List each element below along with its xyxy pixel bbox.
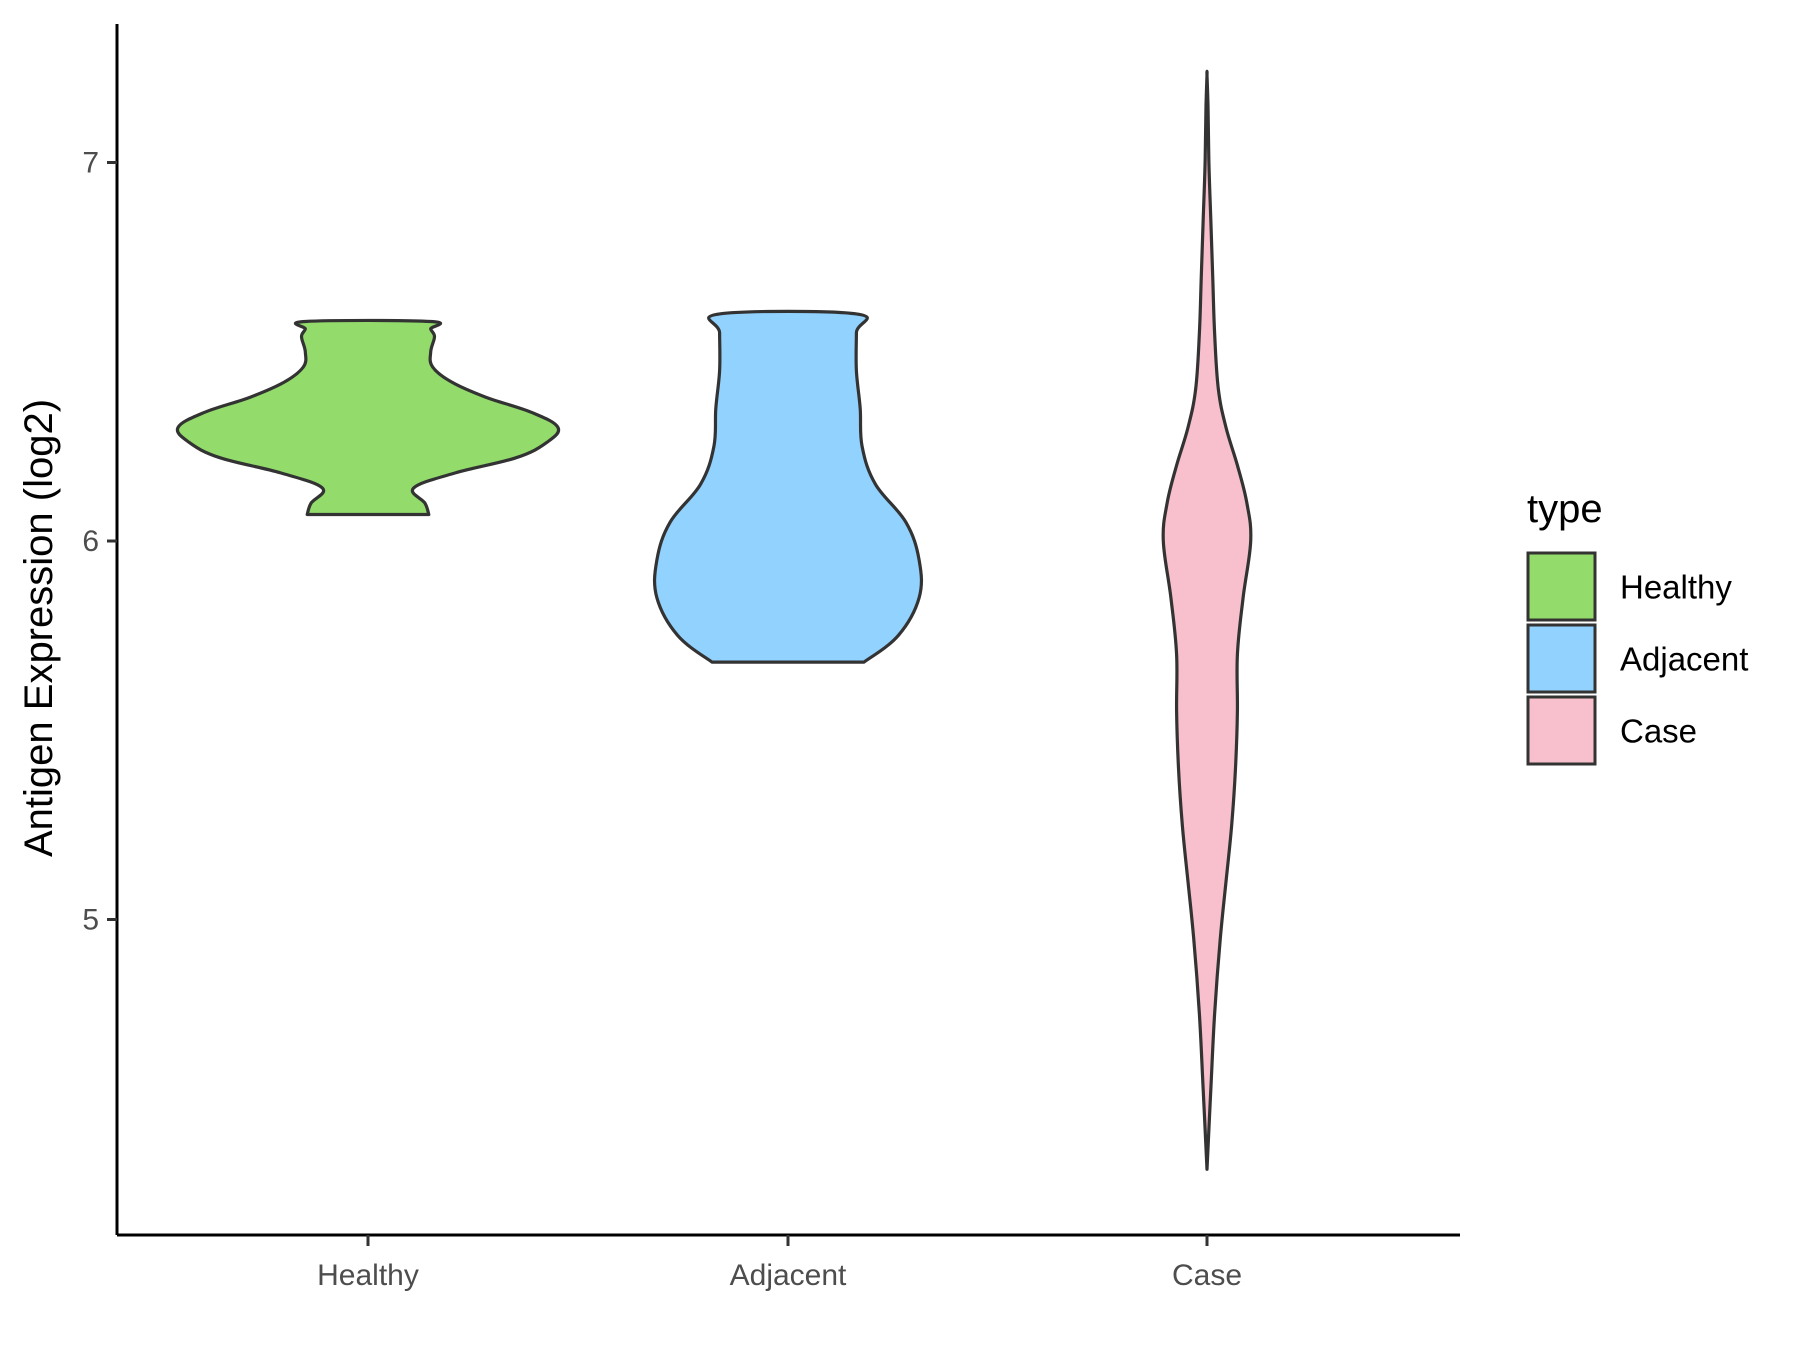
ticks-layer: 5 6 7 Healthy Adjacent Case [82,147,1242,1293]
y-tick-label: 7 [82,147,99,180]
legend-label-healthy: Healthy [1620,569,1732,606]
x-tick-label: Adjacent [730,1259,847,1292]
y-tick-label: 6 [82,525,99,558]
legend: type Healthy Adjacent Case [1526,487,1748,766]
y-axis-title: Antigen Expression (log2) [17,399,61,857]
violin-adjacent [652,309,924,664]
x-tick-label: Case [1172,1259,1242,1292]
legend-label-adjacent: Adjacent [1620,641,1748,678]
y-tick-label: 5 [82,904,99,937]
x-tick-label: Healthy [317,1259,419,1292]
violin-case [1161,69,1253,1171]
legend-key-case [1526,695,1597,766]
legend-title: type [1527,487,1603,531]
legend-key-healthy [1526,551,1597,622]
legend-label-case: Case [1620,713,1697,750]
violins-layer [175,69,1253,1171]
violin-healthy [175,318,561,517]
legend-key-adjacent [1526,623,1597,694]
